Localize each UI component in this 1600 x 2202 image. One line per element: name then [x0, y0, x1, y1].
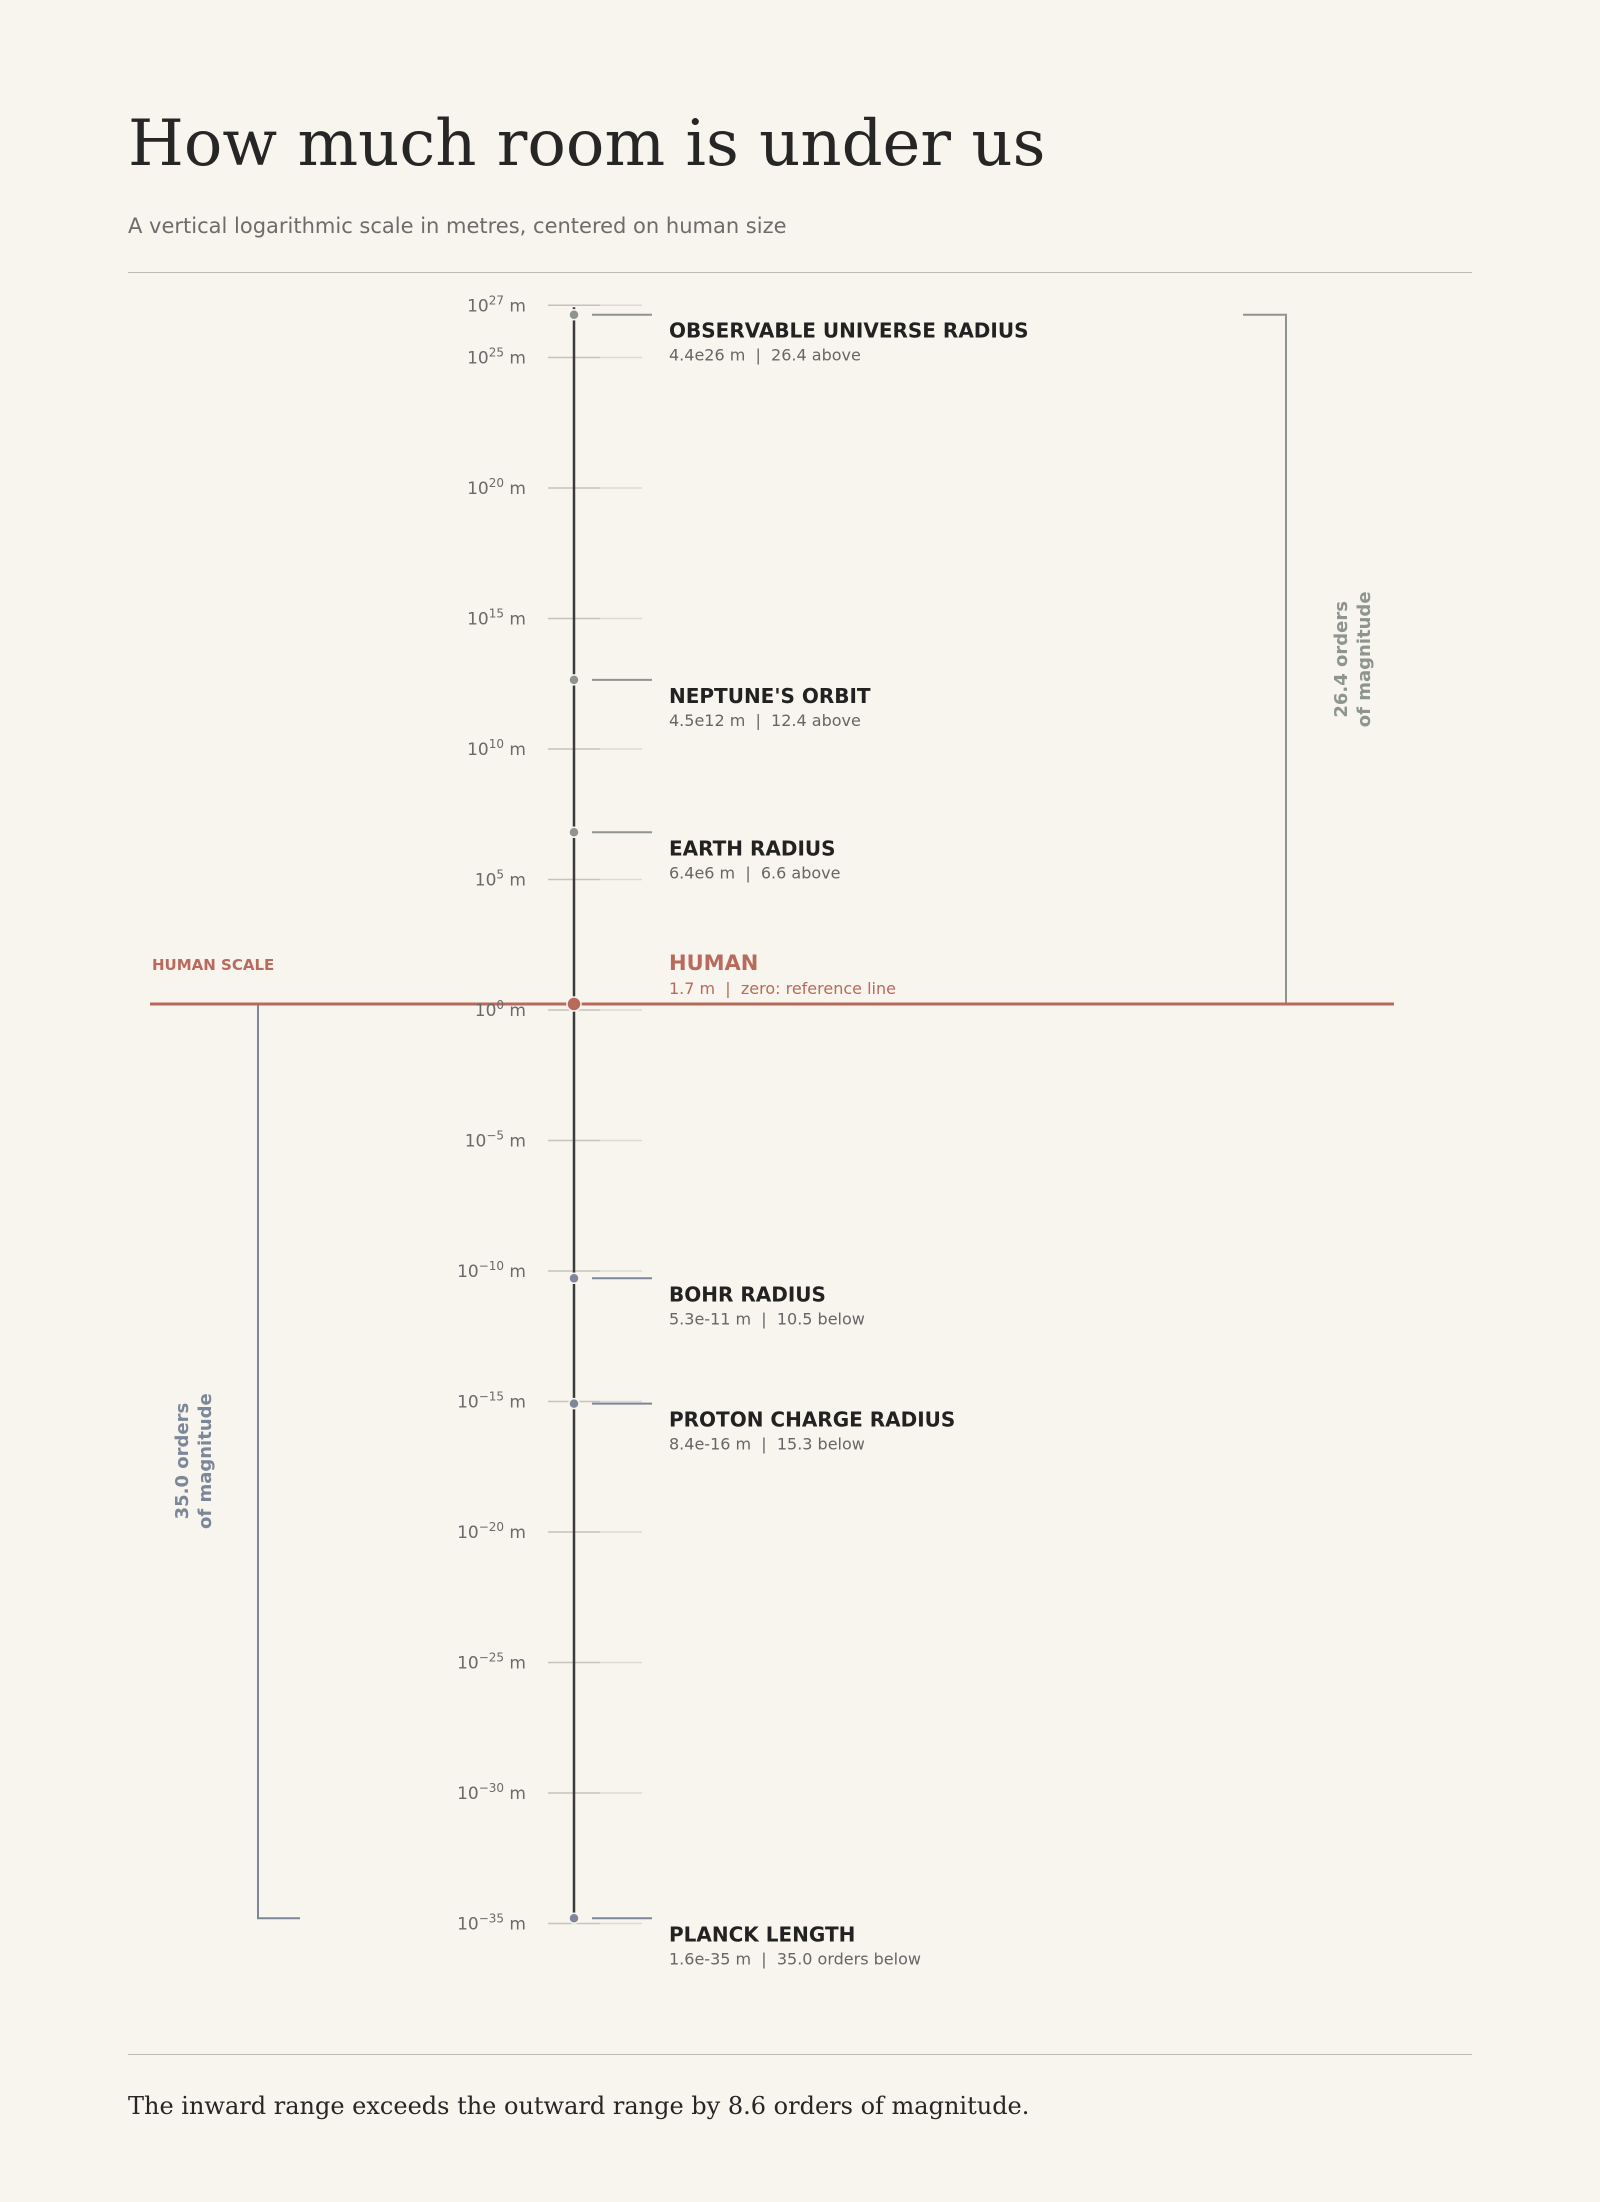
inward-bracket-label-line2: of magnitude	[195, 1393, 216, 1529]
point-detail: 8.4e-16 m | 15.3 below	[669, 1435, 865, 1454]
point-detail: 6.4e6 m | 6.6 above	[669, 863, 840, 882]
points-layer	[566, 308, 652, 1925]
tick-label: 1027 m	[467, 293, 526, 316]
data-point	[568, 826, 580, 839]
tick-label: 10−35 m	[457, 1912, 526, 1935]
bottom-divider	[128, 2054, 1472, 2055]
data-point	[568, 1912, 580, 1925]
footer-note: The inward range exceeds the outward ran…	[128, 2092, 1030, 2120]
point-name: HUMAN	[669, 951, 758, 975]
outward-bracket	[1243, 313, 1287, 1005]
inward-bracket	[257, 1002, 300, 1920]
tick-label: 1025 m	[467, 346, 526, 369]
tick-label: 10−30 m	[457, 1781, 526, 1804]
data-point	[568, 674, 580, 686]
tick-label: 10−10 m	[457, 1259, 526, 1282]
data-point	[566, 996, 582, 1012]
page-title: How much room is under us	[128, 107, 1046, 181]
inward-bracket-label: 35.0 orders of magnitude	[172, 1393, 216, 1529]
tick-label: 10−5 m	[465, 1129, 526, 1152]
human-scale-label: HUMAN SCALE	[152, 956, 274, 974]
tick-label: 1020 m	[467, 476, 526, 499]
page-subtitle: A vertical logarithmic scale in metres, …	[128, 214, 787, 238]
data-point	[568, 1397, 580, 1410]
tick-layer	[548, 304, 642, 1925]
point-name: PROTON CHARGE RADIUS	[669, 1408, 955, 1432]
point-detail: 4.5e12 m | 12.4 above	[669, 711, 861, 730]
point-detail: 5.3e-11 m | 10.5 below	[669, 1309, 865, 1328]
top-divider	[128, 272, 1472, 273]
tick-label: 105 m	[475, 868, 526, 891]
tick-label: 10−15 m	[457, 1390, 526, 1413]
tick-label: 1010 m	[467, 737, 526, 760]
bracket-layer	[257, 313, 1287, 1920]
outward-bracket-label-line1: 26.4 orders	[1331, 601, 1352, 718]
point-name: OBSERVABLE UNIVERSE RADIUS	[669, 319, 1028, 343]
point-name: PLANCK LENGTH	[669, 1922, 855, 1946]
point-name: EARTH RADIUS	[669, 836, 836, 860]
inward-bracket-label-line1: 35.0 orders	[172, 1403, 193, 1520]
point-detail: 1.7 m | zero: reference line	[669, 979, 896, 998]
data-point	[568, 1272, 580, 1285]
outward-bracket-label-line2: of magnitude	[1354, 591, 1375, 727]
point-detail: 4.4e26 m | 26.4 above	[669, 346, 861, 365]
point-name: NEPTUNE'S ORBIT	[669, 684, 871, 708]
point-detail: 1.6e-35 m | 35.0 orders below	[669, 1949, 921, 1968]
data-point	[568, 308, 580, 321]
tick-label: 10−25 m	[457, 1651, 526, 1674]
point-name: BOHR RADIUS	[669, 1282, 826, 1306]
tick-label: 1015 m	[467, 607, 526, 630]
outward-bracket-label: 26.4 orders of magnitude	[1331, 591, 1375, 727]
label-layer: 1027 m 1025 m 1020 m 1015 m 1010 m 105 m 100 m…	[152, 293, 1375, 1968]
tick-label: 100 m	[475, 998, 526, 1021]
tick-label: 10−20 m	[457, 1520, 526, 1543]
